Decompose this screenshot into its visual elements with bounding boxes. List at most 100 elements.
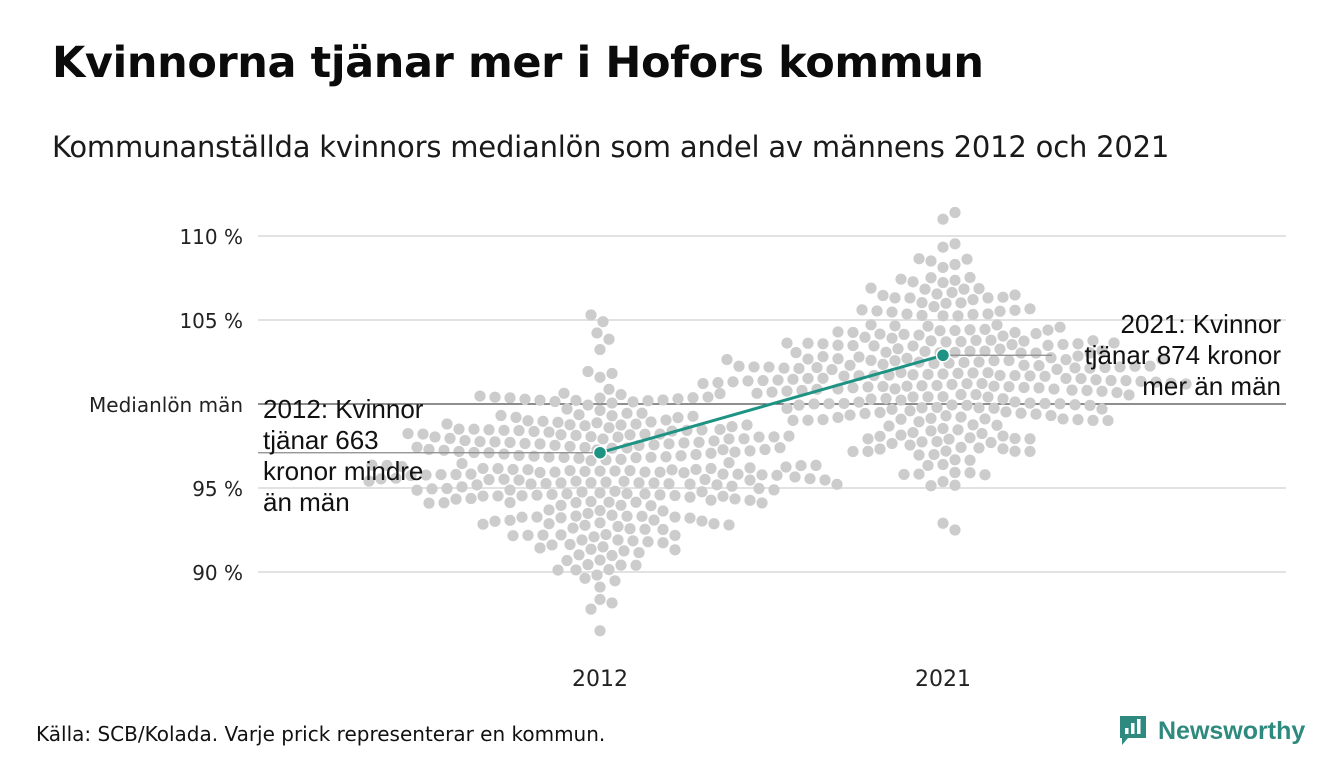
municipality-dot-2012-34 — [390, 472, 402, 484]
municipality-dot-2021-95 — [1015, 347, 1027, 359]
municipality-dot-2021-103 — [949, 346, 961, 358]
municipality-dot-2012-16 — [477, 462, 489, 475]
municipality-dot-2021-202 — [883, 420, 895, 432]
municipality-dot-2021-121 — [1009, 396, 1021, 408]
municipality-dot-2012-97 — [621, 488, 633, 500]
municipality-dot-2012-214 — [495, 409, 507, 422]
municipality-dot-2021-43 — [1150, 376, 1162, 388]
municipality-dot-2021-18 — [1060, 372, 1072, 385]
municipality-dot-2021-190 — [802, 414, 814, 426]
municipality-dot-2021-168 — [859, 407, 871, 420]
municipality-dot-2012-144 — [444, 432, 456, 444]
municipality-dot-2021-8 — [994, 369, 1006, 382]
municipality-dot-2021-228 — [928, 301, 940, 313]
municipality-dot-2012-259 — [585, 543, 597, 555]
municipality-dot-2012-237 — [549, 395, 561, 408]
municipality-dot-2012-147 — [753, 431, 765, 443]
municipality-dot-2021-253 — [931, 288, 943, 300]
municipality-dot-2021-215 — [886, 306, 898, 318]
municipality-dot-2012-280 — [594, 581, 606, 593]
municipality-dot-2021-229 — [931, 436, 943, 448]
annotation-line-2012-2: kronor mindre — [263, 456, 423, 486]
municipality-dot-2021-205 — [925, 425, 937, 437]
municipality-dot-2021-164 — [874, 406, 886, 419]
municipality-dot-2012-164 — [528, 425, 540, 438]
municipality-dot-2021-16 — [1051, 363, 1063, 375]
municipality-dot-2021-2 — [922, 368, 934, 380]
municipality-dot-2021-257 — [919, 283, 931, 295]
municipality-dot-2012-167 — [513, 424, 525, 437]
municipality-dot-2012-223 — [561, 403, 573, 415]
municipality-dot-2021-287 — [937, 213, 949, 225]
municipality-dot-2021-109 — [922, 391, 934, 403]
municipality-dot-2021-158 — [886, 332, 898, 344]
municipality-dot-2012-6 — [549, 466, 561, 478]
municipality-dot-2021-260 — [865, 282, 877, 294]
municipality-dot-2021-132 — [817, 338, 829, 350]
municipality-dot-2012-67 — [543, 451, 555, 463]
municipality-dot-2021-14 — [1039, 370, 1051, 382]
municipality-dot-2021-22 — [1084, 362, 1096, 374]
municipality-dot-2012-37 — [375, 473, 387, 485]
municipality-dot-2021-130 — [1039, 397, 1051, 410]
municipality-dot-2021-244 — [889, 292, 901, 304]
municipality-dot-2021-234 — [955, 297, 967, 309]
municipality-dot-2012-261 — [618, 545, 630, 557]
municipality-dot-2012-159 — [417, 428, 429, 440]
municipality-dot-2012-44 — [744, 474, 756, 486]
municipality-dot-2012-202 — [660, 414, 672, 426]
municipality-dot-2021-256 — [946, 286, 958, 299]
municipality-dot-2012-256 — [534, 542, 546, 554]
municipality-dot-2012-170 — [696, 424, 708, 436]
annotation-line-2021-2: mer än män — [1142, 371, 1281, 401]
municipality-dot-2012-230 — [588, 531, 600, 543]
municipality-dot-2021-52 — [1180, 378, 1192, 390]
municipality-dot-2012-258 — [558, 387, 570, 399]
municipality-dot-2012-229 — [507, 530, 519, 542]
municipality-dot-2012-36 — [456, 457, 468, 470]
municipality-dot-2021-27 — [811, 361, 823, 374]
municipality-dot-2012-26 — [780, 461, 792, 473]
municipality-dot-2012-262 — [633, 547, 645, 559]
municipality-dot-2021-71 — [847, 382, 859, 394]
municipality-dot-2012-5 — [639, 466, 651, 478]
municipality-dot-2012-21 — [744, 462, 756, 474]
municipality-dot-2021-189 — [1072, 414, 1084, 426]
municipality-dot-2012-282 — [594, 593, 606, 606]
municipality-dot-2021-280 — [925, 480, 937, 492]
municipality-dot-2012-143 — [738, 433, 750, 445]
municipality-dot-2012-45 — [363, 475, 375, 487]
municipality-dot-2012-250 — [546, 539, 558, 551]
municipality-dot-2012-173 — [468, 423, 480, 435]
municipality-dot-2012-32 — [810, 459, 822, 471]
municipality-dot-2012-283 — [606, 597, 618, 609]
municipality-dot-2012-51 — [585, 477, 597, 489]
municipality-dot-2021-224 — [1024, 303, 1036, 315]
municipality-dot-2012-279 — [609, 575, 621, 587]
municipality-dot-2021-76 — [802, 353, 814, 365]
municipality-dot-2021-36 — [742, 375, 754, 387]
municipality-dot-2012-253 — [474, 390, 486, 402]
brand-logo[interactable]: Newsworthy — [1118, 714, 1305, 748]
municipality-dot-2012-269 — [594, 371, 606, 383]
municipality-dot-2021-10 — [1009, 369, 1021, 382]
municipality-dot-2012-65 — [558, 451, 570, 464]
municipality-dot-2012-93 — [717, 444, 729, 456]
municipality-dot-2021-187 — [895, 413, 907, 425]
municipality-dot-2021-282 — [961, 253, 973, 265]
municipality-dot-2021-192 — [1087, 414, 1099, 426]
municipality-dot-2012-268 — [582, 559, 594, 571]
municipality-dot-2012-19 — [732, 468, 744, 480]
municipality-dot-2012-206 — [477, 518, 489, 530]
municipality-dot-2012-243 — [657, 537, 669, 549]
annotation-2012: 2012: Kvinnor tjänar 663 kronor mindre än m… — [263, 394, 424, 517]
municipality-dot-2012-286 — [591, 327, 603, 339]
municipality-dot-2012-25 — [771, 469, 783, 481]
municipality-dot-2021-25 — [1069, 362, 1081, 374]
municipality-dot-2021-1 — [952, 367, 964, 380]
municipality-dot-2021-61 — [901, 380, 913, 392]
municipality-dot-2021-281 — [925, 255, 937, 267]
municipality-dot-2021-23 — [787, 373, 799, 385]
municipality-dot-2012-208 — [723, 519, 735, 531]
municipality-dot-2012-139 — [756, 497, 768, 509]
